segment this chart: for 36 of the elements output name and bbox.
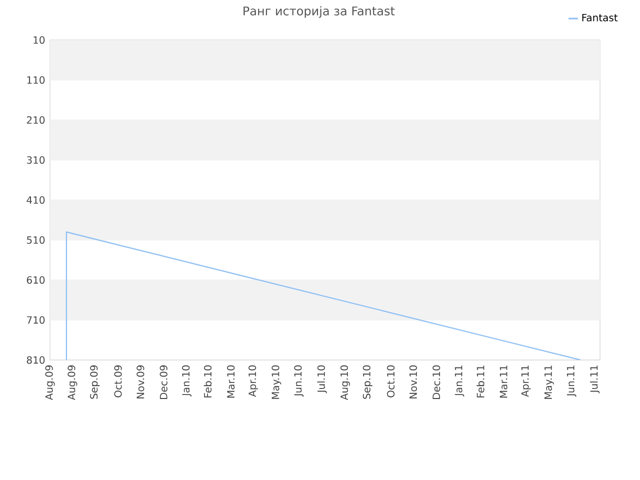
x-tick-label: Feb.11 bbox=[476, 366, 484, 398]
x-tick-label: Jan.10 bbox=[182, 365, 192, 397]
y-tick-label: 710 bbox=[27, 316, 45, 324]
x-tick-label: Apr.10 bbox=[248, 365, 258, 397]
x-tick-label: Sep.10 bbox=[362, 365, 372, 399]
x-tick-label: Apr.11 bbox=[521, 366, 531, 397]
x-tick-label: May.10 bbox=[272, 365, 282, 399]
x-tick-label: Jun.10 bbox=[294, 365, 304, 397]
chart-title: Ранг историја за Fantast bbox=[244, 6, 395, 18]
x-tick-label: Oct.10 bbox=[386, 365, 395, 398]
y-tick-label: 410 bbox=[26, 196, 45, 204]
x-tick-label: Jul.10 bbox=[317, 365, 327, 394]
y-tick-label: 10 bbox=[34, 36, 45, 44]
x-tick-label: Mar.11 bbox=[500, 366, 508, 398]
y-tick-label: 810 bbox=[26, 356, 45, 364]
x-tick-label: Aug.10 bbox=[340, 365, 350, 400]
x-tick-label: Jun.11 bbox=[566, 366, 576, 397]
x-tick-label: Jan.11 bbox=[454, 366, 464, 397]
legend-label: Fantast bbox=[582, 14, 618, 22]
y-tick-label: 210 bbox=[26, 116, 45, 124]
x-tick-label: Nov.10 bbox=[409, 365, 417, 398]
x-tick-label: Jul.11 bbox=[590, 366, 600, 394]
y-tick-label: 510 bbox=[26, 236, 45, 244]
x-tick-label: Feb.10 bbox=[204, 365, 212, 398]
x-tick-label: Dec.09 bbox=[160, 365, 168, 399]
y-tick-label: 110 bbox=[27, 76, 45, 84]
x-tick-label: Sep.09 bbox=[90, 365, 100, 399]
x-tick-label: Aug.09 bbox=[45, 365, 55, 400]
x-tick-label: Dec.10 bbox=[432, 365, 440, 399]
x-tick-label: Aug.09 bbox=[68, 365, 78, 400]
x-tick-label: Mar.10 bbox=[227, 365, 235, 398]
x-tick-label: Nov.09 bbox=[136, 365, 144, 398]
x-tick-label: Oct.09 bbox=[114, 365, 122, 398]
x-tick-label: May.11 bbox=[544, 366, 554, 399]
y-tick-label: 610 bbox=[26, 276, 45, 284]
y-tick-label: 310 bbox=[26, 156, 45, 164]
